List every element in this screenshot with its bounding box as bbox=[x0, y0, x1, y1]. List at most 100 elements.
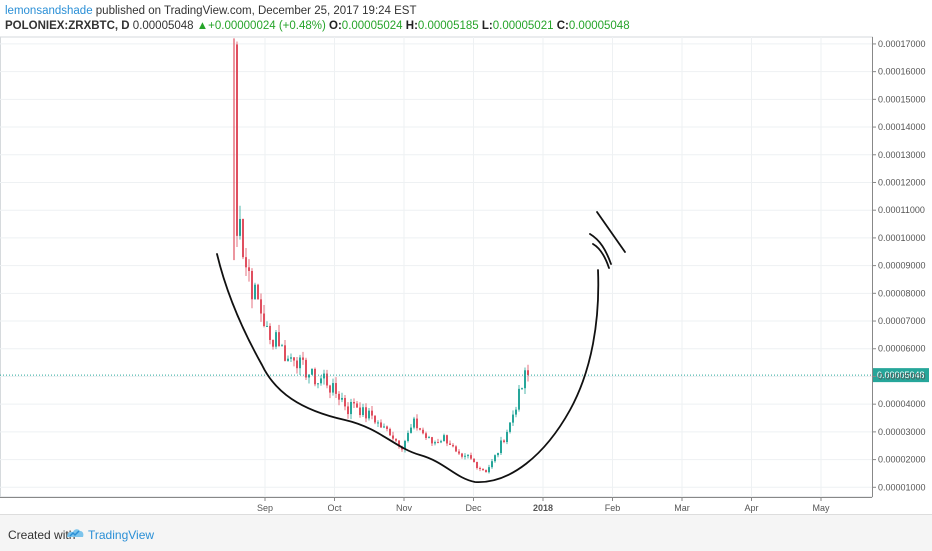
candle bbox=[275, 330, 277, 350]
candle-body bbox=[266, 325, 268, 327]
tradingview-brand-link[interactable]: TradingView bbox=[88, 528, 155, 542]
high-label: H: bbox=[405, 20, 418, 32]
candle-body bbox=[503, 440, 505, 443]
candle-body bbox=[467, 455, 469, 457]
candle-body bbox=[332, 383, 334, 393]
candle bbox=[509, 422, 511, 434]
candle-body bbox=[410, 427, 412, 433]
candle-body bbox=[413, 418, 415, 428]
candle-body bbox=[509, 422, 511, 432]
candle bbox=[332, 378, 334, 396]
candle bbox=[272, 339, 274, 350]
candle-body bbox=[524, 370, 526, 389]
candle-body bbox=[404, 440, 406, 450]
candle bbox=[317, 383, 319, 389]
x-tick-label: Sep bbox=[257, 503, 273, 513]
candle-body bbox=[500, 440, 502, 454]
tradingview-logo-icon[interactable] bbox=[66, 526, 84, 540]
x-tick-label: Dec bbox=[465, 503, 482, 513]
candle bbox=[485, 469, 487, 473]
candle bbox=[353, 398, 355, 409]
candle-body bbox=[431, 437, 433, 444]
candle-body bbox=[482, 468, 484, 471]
candle bbox=[386, 425, 388, 432]
candle-body bbox=[497, 453, 499, 456]
candle-body bbox=[269, 325, 271, 340]
price-axis[interactable]: 0.00017000 0.00016000 0.00015000 0.00014000… bbox=[872, 37, 926, 497]
open-value: 0.00005024 bbox=[341, 20, 403, 32]
candle bbox=[299, 354, 301, 376]
x-tick-label: Feb bbox=[605, 503, 621, 513]
candle bbox=[467, 453, 469, 459]
candle bbox=[335, 377, 337, 398]
candle bbox=[458, 449, 460, 456]
created-with-text: Created with bbox=[8, 528, 76, 542]
candle bbox=[248, 259, 250, 282]
candle-body bbox=[260, 299, 262, 314]
candle-body bbox=[362, 407, 364, 416]
open-label: O: bbox=[329, 20, 342, 32]
x-tick-label: Mar bbox=[674, 503, 690, 513]
candle bbox=[449, 440, 451, 446]
candle-body bbox=[308, 374, 310, 378]
candle bbox=[434, 440, 436, 446]
candle-body bbox=[521, 388, 523, 390]
candle bbox=[419, 427, 421, 431]
x-tick-label: 2018 bbox=[533, 503, 553, 513]
candle-body bbox=[344, 397, 346, 407]
candle bbox=[284, 340, 286, 362]
candle bbox=[368, 408, 370, 421]
candle-body bbox=[446, 435, 448, 444]
time-axis[interactable]: Sep Oct Nov Dec 2018 Feb Mar Apr May bbox=[0, 497, 872, 513]
candle bbox=[491, 459, 493, 469]
candle bbox=[365, 403, 367, 423]
candle bbox=[296, 357, 298, 374]
candle bbox=[395, 438, 397, 443]
candle-body bbox=[248, 267, 250, 271]
candle-body bbox=[347, 406, 349, 415]
candle-body bbox=[419, 428, 421, 430]
candle-body bbox=[398, 440, 400, 447]
candle-body bbox=[320, 378, 322, 384]
candle bbox=[293, 357, 295, 367]
handle-stroke-2 bbox=[592, 243, 610, 269]
handle-stroke-1 bbox=[589, 233, 612, 265]
candle-body bbox=[476, 462, 478, 468]
candle-body bbox=[473, 458, 475, 463]
author-link[interactable]: lemonsandshade bbox=[5, 5, 93, 17]
candle bbox=[239, 205, 241, 240]
candle bbox=[524, 367, 526, 395]
candle-body bbox=[425, 433, 427, 438]
candle bbox=[413, 416, 415, 430]
candle bbox=[473, 458, 475, 463]
chart-header: lemonsandshade published on TradingView.… bbox=[5, 4, 630, 34]
x-tick-label: May bbox=[812, 503, 830, 513]
candle-body bbox=[515, 409, 517, 415]
candle bbox=[269, 323, 271, 345]
candle bbox=[287, 355, 289, 362]
x-tick-label: Oct bbox=[327, 503, 342, 513]
candle-body bbox=[527, 370, 529, 376]
candle bbox=[488, 464, 490, 474]
hand-drawn-cup-annotation bbox=[216, 211, 626, 483]
price-chart[interactable]: 0.00005048 0.00017000 0.00016000 0.0001500… bbox=[0, 0, 932, 514]
last-price-tag bbox=[873, 368, 929, 383]
candle-body bbox=[437, 442, 439, 444]
candle bbox=[257, 283, 259, 300]
candle-body bbox=[239, 218, 241, 236]
candle-body bbox=[293, 357, 295, 361]
candle-body bbox=[335, 383, 337, 394]
candle-body bbox=[494, 455, 496, 462]
y-tick-label: 0.00002000 bbox=[878, 455, 926, 465]
candle-body bbox=[470, 455, 472, 459]
candle-body bbox=[242, 218, 244, 258]
candle-body bbox=[359, 407, 361, 416]
candle bbox=[512, 410, 514, 427]
candle-body bbox=[464, 455, 466, 457]
candle bbox=[344, 395, 346, 411]
candle-body bbox=[326, 373, 328, 386]
candle bbox=[425, 431, 427, 440]
candle-body bbox=[257, 284, 259, 300]
candle-body bbox=[272, 339, 274, 347]
candle bbox=[389, 427, 391, 436]
